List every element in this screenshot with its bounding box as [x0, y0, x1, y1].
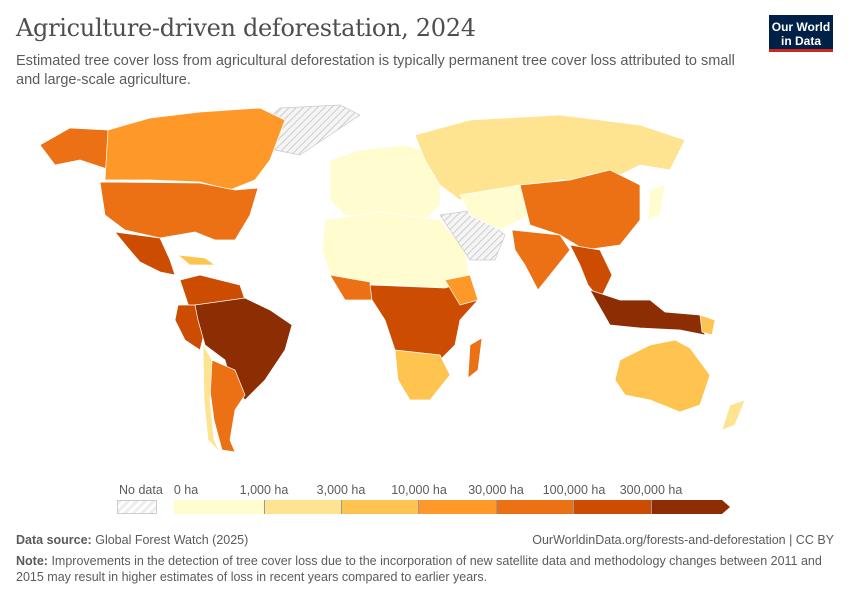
region-argentina	[209, 359, 246, 453]
region-caribbean	[176, 254, 217, 266]
region-brazil	[194, 297, 293, 401]
region-central-asia	[459, 184, 531, 231]
legend-tick: 1,000 ha	[239, 483, 289, 497]
legend-tick: 100,000 ha	[542, 483, 606, 497]
legend-bin	[419, 500, 497, 514]
chart-title: Agriculture-driven deforestation, 2024	[16, 14, 476, 42]
legend-tick: 10,000 ha	[391, 483, 447, 497]
region-mexico	[114, 231, 176, 276]
region-alaska	[39, 127, 111, 171]
region-australia	[614, 339, 711, 413]
source-url-link[interactable]: OurWorldinData.org/forests-and-deforesta…	[532, 533, 834, 547]
legend-no-data-swatch	[117, 500, 157, 514]
region-east-africa	[444, 274, 479, 306]
region-russia	[414, 114, 686, 201]
chart-subtitle: Estimated tree cover loss from agricultu…	[16, 53, 735, 88]
footer-note: Note: Improvements in the detection of t…	[16, 553, 836, 585]
legend-tick: 30,000 ha	[468, 483, 524, 497]
world-map	[39, 104, 746, 453]
region-chile	[202, 343, 221, 453]
note-label: Note:	[16, 554, 48, 568]
footer-source: Data source: Global Forest Watch (2025) …	[16, 533, 834, 547]
region-southern-africa	[394, 349, 451, 401]
legend-bin	[342, 500, 419, 514]
region-canada	[104, 107, 286, 191]
legend-bin	[497, 500, 574, 514]
region-greenland	[254, 104, 361, 156]
region-japan	[647, 184, 666, 221]
region-china	[519, 169, 641, 251]
legend-arrow	[722, 500, 730, 514]
legend-tick: 0 ha	[173, 483, 199, 497]
source-text: Global Forest Watch (2025)	[95, 533, 249, 547]
region-usa	[99, 181, 259, 241]
legend-bin	[265, 500, 342, 514]
region-india	[511, 229, 571, 291]
region-indonesia	[589, 289, 706, 336]
region-europe	[329, 144, 441, 226]
legend-tick: 3,000 ha	[316, 483, 366, 497]
region-new-zealand	[721, 399, 746, 431]
note-text: Improvements in the detection of tree co…	[16, 554, 822, 584]
legend-no-data-label: No data	[119, 483, 163, 497]
legend-bin	[574, 500, 652, 514]
source-label: Data source:	[16, 533, 92, 547]
region-madagascar	[467, 337, 483, 379]
legend-tick: 300,000 ha	[619, 483, 683, 497]
region-png	[699, 314, 716, 336]
legend-bin	[174, 500, 265, 514]
owid-logo[interactable]: Our World in Data	[769, 15, 833, 52]
legend-bin	[652, 500, 722, 514]
